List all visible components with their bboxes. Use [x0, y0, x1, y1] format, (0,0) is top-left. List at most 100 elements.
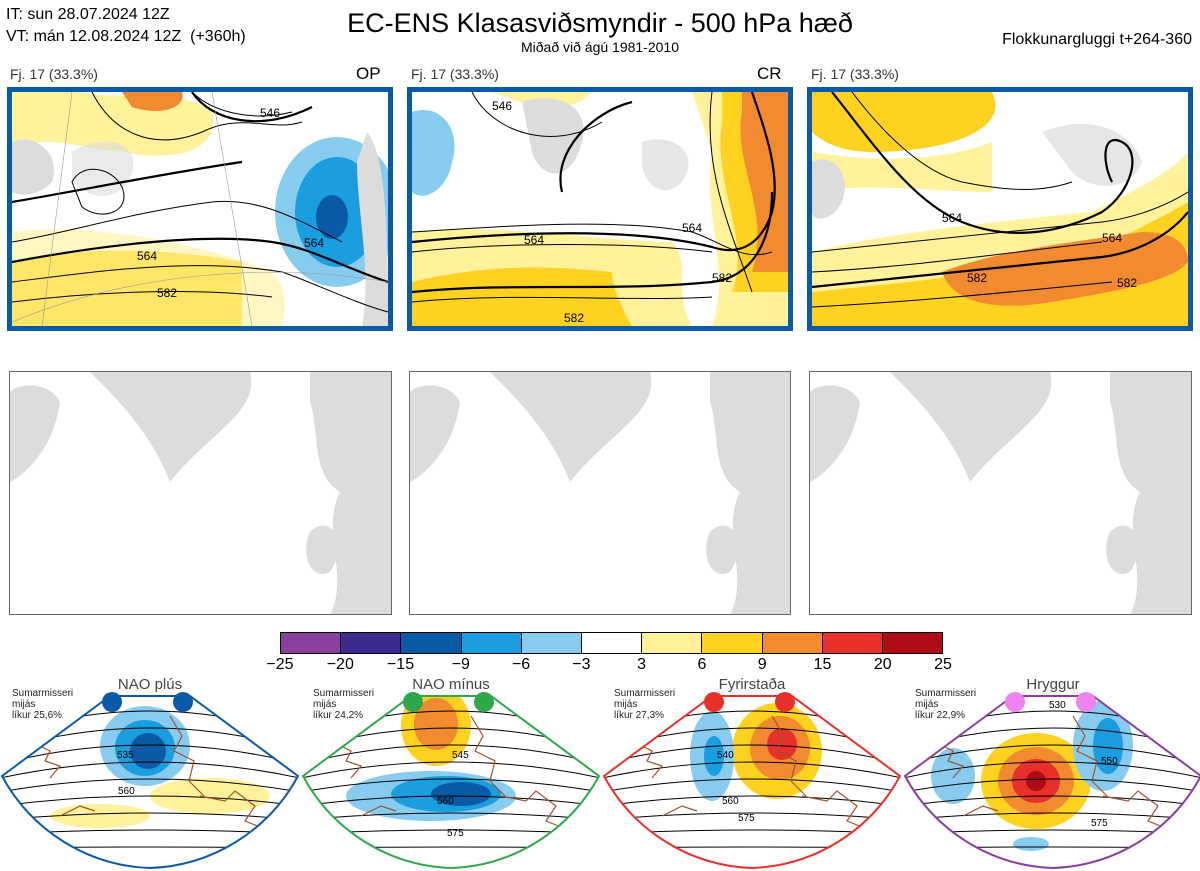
regime-note: Sumarmisseri mijás líkur 24,2%: [313, 688, 375, 721]
colorbar-tick: −3: [572, 656, 591, 673]
anomaly-shade: [1026, 771, 1046, 791]
colorbar-labels: −25 −20 −15 −9 −6 −3 3 6 9 15 20 25: [266, 656, 951, 676]
colorbar-tick: 3: [637, 656, 647, 673]
height-contour: [2, 846, 298, 849]
panel-2-label: Fj. 17 (33.3%): [411, 66, 499, 82]
regime-note: Sumarmisseri mijás líkur 27,3%: [614, 688, 676, 721]
panel-2-contour-564b: 564: [682, 221, 702, 235]
init-time: IT: sun 28.07.2024 12Z: [6, 6, 170, 23]
regime-panel: 530 550 575 Hryggur Sumarmisseri mijás líkur…: [903, 676, 1200, 871]
cluster-map-2-graphic: 546 564 564 582 582: [412, 92, 788, 326]
regime-panel: 540 560 575 Fyrirstaða Sumarmisseri mijás lí…: [602, 676, 902, 871]
regime-border: [903, 695, 1200, 870]
regime-marker-dot: [775, 692, 795, 712]
anomaly-shade: [150, 778, 270, 814]
regime-panel: 535 560 NAO plús Sumarmisseri mijás líkur 2…: [0, 676, 300, 871]
colorbar-tick: 25: [934, 656, 952, 673]
regime-contour-label: 560: [118, 786, 135, 797]
empty-map-1-graphic: [10, 372, 391, 614]
regime-marker-dot: [704, 692, 724, 712]
regime-contour-label: 575: [738, 813, 755, 824]
height-contour: [303, 812, 599, 821]
colorbar-tick: 15: [813, 656, 832, 673]
regime-panel: 545 560 575 NAO mínus Sumarmisseri mijás lík…: [301, 676, 601, 871]
regime-contour-label: 575: [1091, 818, 1108, 829]
height-contour: [604, 846, 900, 849]
height-contour: [2, 829, 298, 835]
regime-contour-label: 560: [437, 796, 454, 807]
empty-map-3: [809, 371, 1192, 615]
height-contour: [905, 812, 1200, 821]
anomaly-shade: [431, 782, 491, 806]
regime-map: 530 550 575: [903, 692, 1200, 870]
colorbar-tick: −9: [451, 656, 470, 673]
height-contour: [905, 846, 1200, 849]
regime-map: 545 560 575: [301, 692, 601, 870]
colorbar-swatch: [341, 633, 402, 653]
panel-2-contour-564a: 564: [524, 233, 544, 247]
colorbar-tick: −15: [386, 656, 415, 673]
regime-border: [0, 695, 300, 870]
regime-map: 535 560: [0, 692, 300, 870]
anomaly-shade: [50, 804, 150, 828]
regime-marker-dot: [173, 692, 193, 712]
panel-3-contour-582b: 582: [1117, 276, 1137, 290]
regime-contour-label: 540: [717, 750, 734, 761]
page-subtitle: Miðað við ágú 1981-2010: [520, 39, 679, 55]
height-contour: [2, 795, 298, 807]
page-title: EC-ENS Klasasviðsmyndir - 500 hPa hæð: [347, 8, 853, 38]
height-contour: [303, 761, 599, 779]
colorbar-swatch: [521, 633, 582, 653]
colorbar-swatch: [281, 633, 342, 653]
colorbar-swatch: [401, 633, 462, 653]
panel-2-contour-546: 546: [492, 99, 512, 113]
regime-note: Sumarmisseri mijás líkur 22,9%: [915, 688, 977, 721]
regime-title: Fyrirstaða: [718, 676, 786, 693]
height-contour: [604, 795, 900, 807]
anomaly-shade: [767, 728, 797, 760]
height-contour: [604, 829, 900, 835]
regime-title: NAO plús: [117, 676, 183, 693]
colorbar-tick: −25: [266, 656, 294, 673]
panel-1-tag: OP: [356, 64, 381, 83]
coastline: [39, 715, 271, 832]
coastline: [340, 715, 572, 832]
window-label: Flokkunargluggi t+264-360: [1002, 31, 1192, 48]
colorbar-swatch: [702, 633, 763, 653]
colorbar: [280, 632, 943, 654]
height-contour: [303, 795, 599, 807]
height-contour: [303, 744, 599, 765]
header-times: IT: sun 28.07.2024 12Z VT: mán 12.08.2024…: [6, 4, 246, 48]
colorbar-swatch: [882, 633, 943, 653]
valid-time: VT: mán 12.08.2024 12Z (+360h): [6, 28, 246, 45]
height-contour: [905, 761, 1200, 779]
regime-contour-label: 545: [452, 750, 469, 761]
panel-1-contour-564b: 564: [304, 236, 324, 250]
regime-map: 540 560 575: [602, 692, 902, 870]
height-contour: [604, 812, 900, 821]
regime-contour-label: 530: [1049, 700, 1066, 711]
panel-3-label: Fj. 17 (33.3%): [811, 66, 899, 82]
colorbar-tick: 20: [873, 656, 892, 673]
cluster-map-1: 546 564 582 564: [7, 87, 393, 331]
panel-3-contour-564b: 564: [1102, 231, 1122, 245]
empty-map-2: [409, 371, 791, 615]
regime-contour-label: 535: [117, 750, 134, 761]
colorbar-swatch: [822, 633, 883, 653]
height-contour: [2, 761, 298, 779]
height-contour: [905, 778, 1200, 793]
height-contour: [2, 812, 298, 821]
cluster-map-3-graphic: 564 564 582 582: [812, 92, 1188, 326]
regime-title: Hryggur: [1026, 676, 1080, 693]
colorbar-swatch: [642, 633, 703, 653]
height-contour: [2, 744, 298, 765]
height-contour: [604, 744, 900, 765]
panel-2-contour-582a: 582: [712, 271, 732, 285]
regime-border: [301, 695, 601, 870]
regime-contour-label: 550: [1101, 756, 1118, 767]
regime-title: NAO mínus: [412, 676, 490, 693]
regime-marker-dot: [474, 692, 494, 712]
height-contour: [2, 778, 298, 793]
anomaly-shade: [931, 748, 975, 804]
regime-contour-label: 575: [447, 828, 464, 839]
